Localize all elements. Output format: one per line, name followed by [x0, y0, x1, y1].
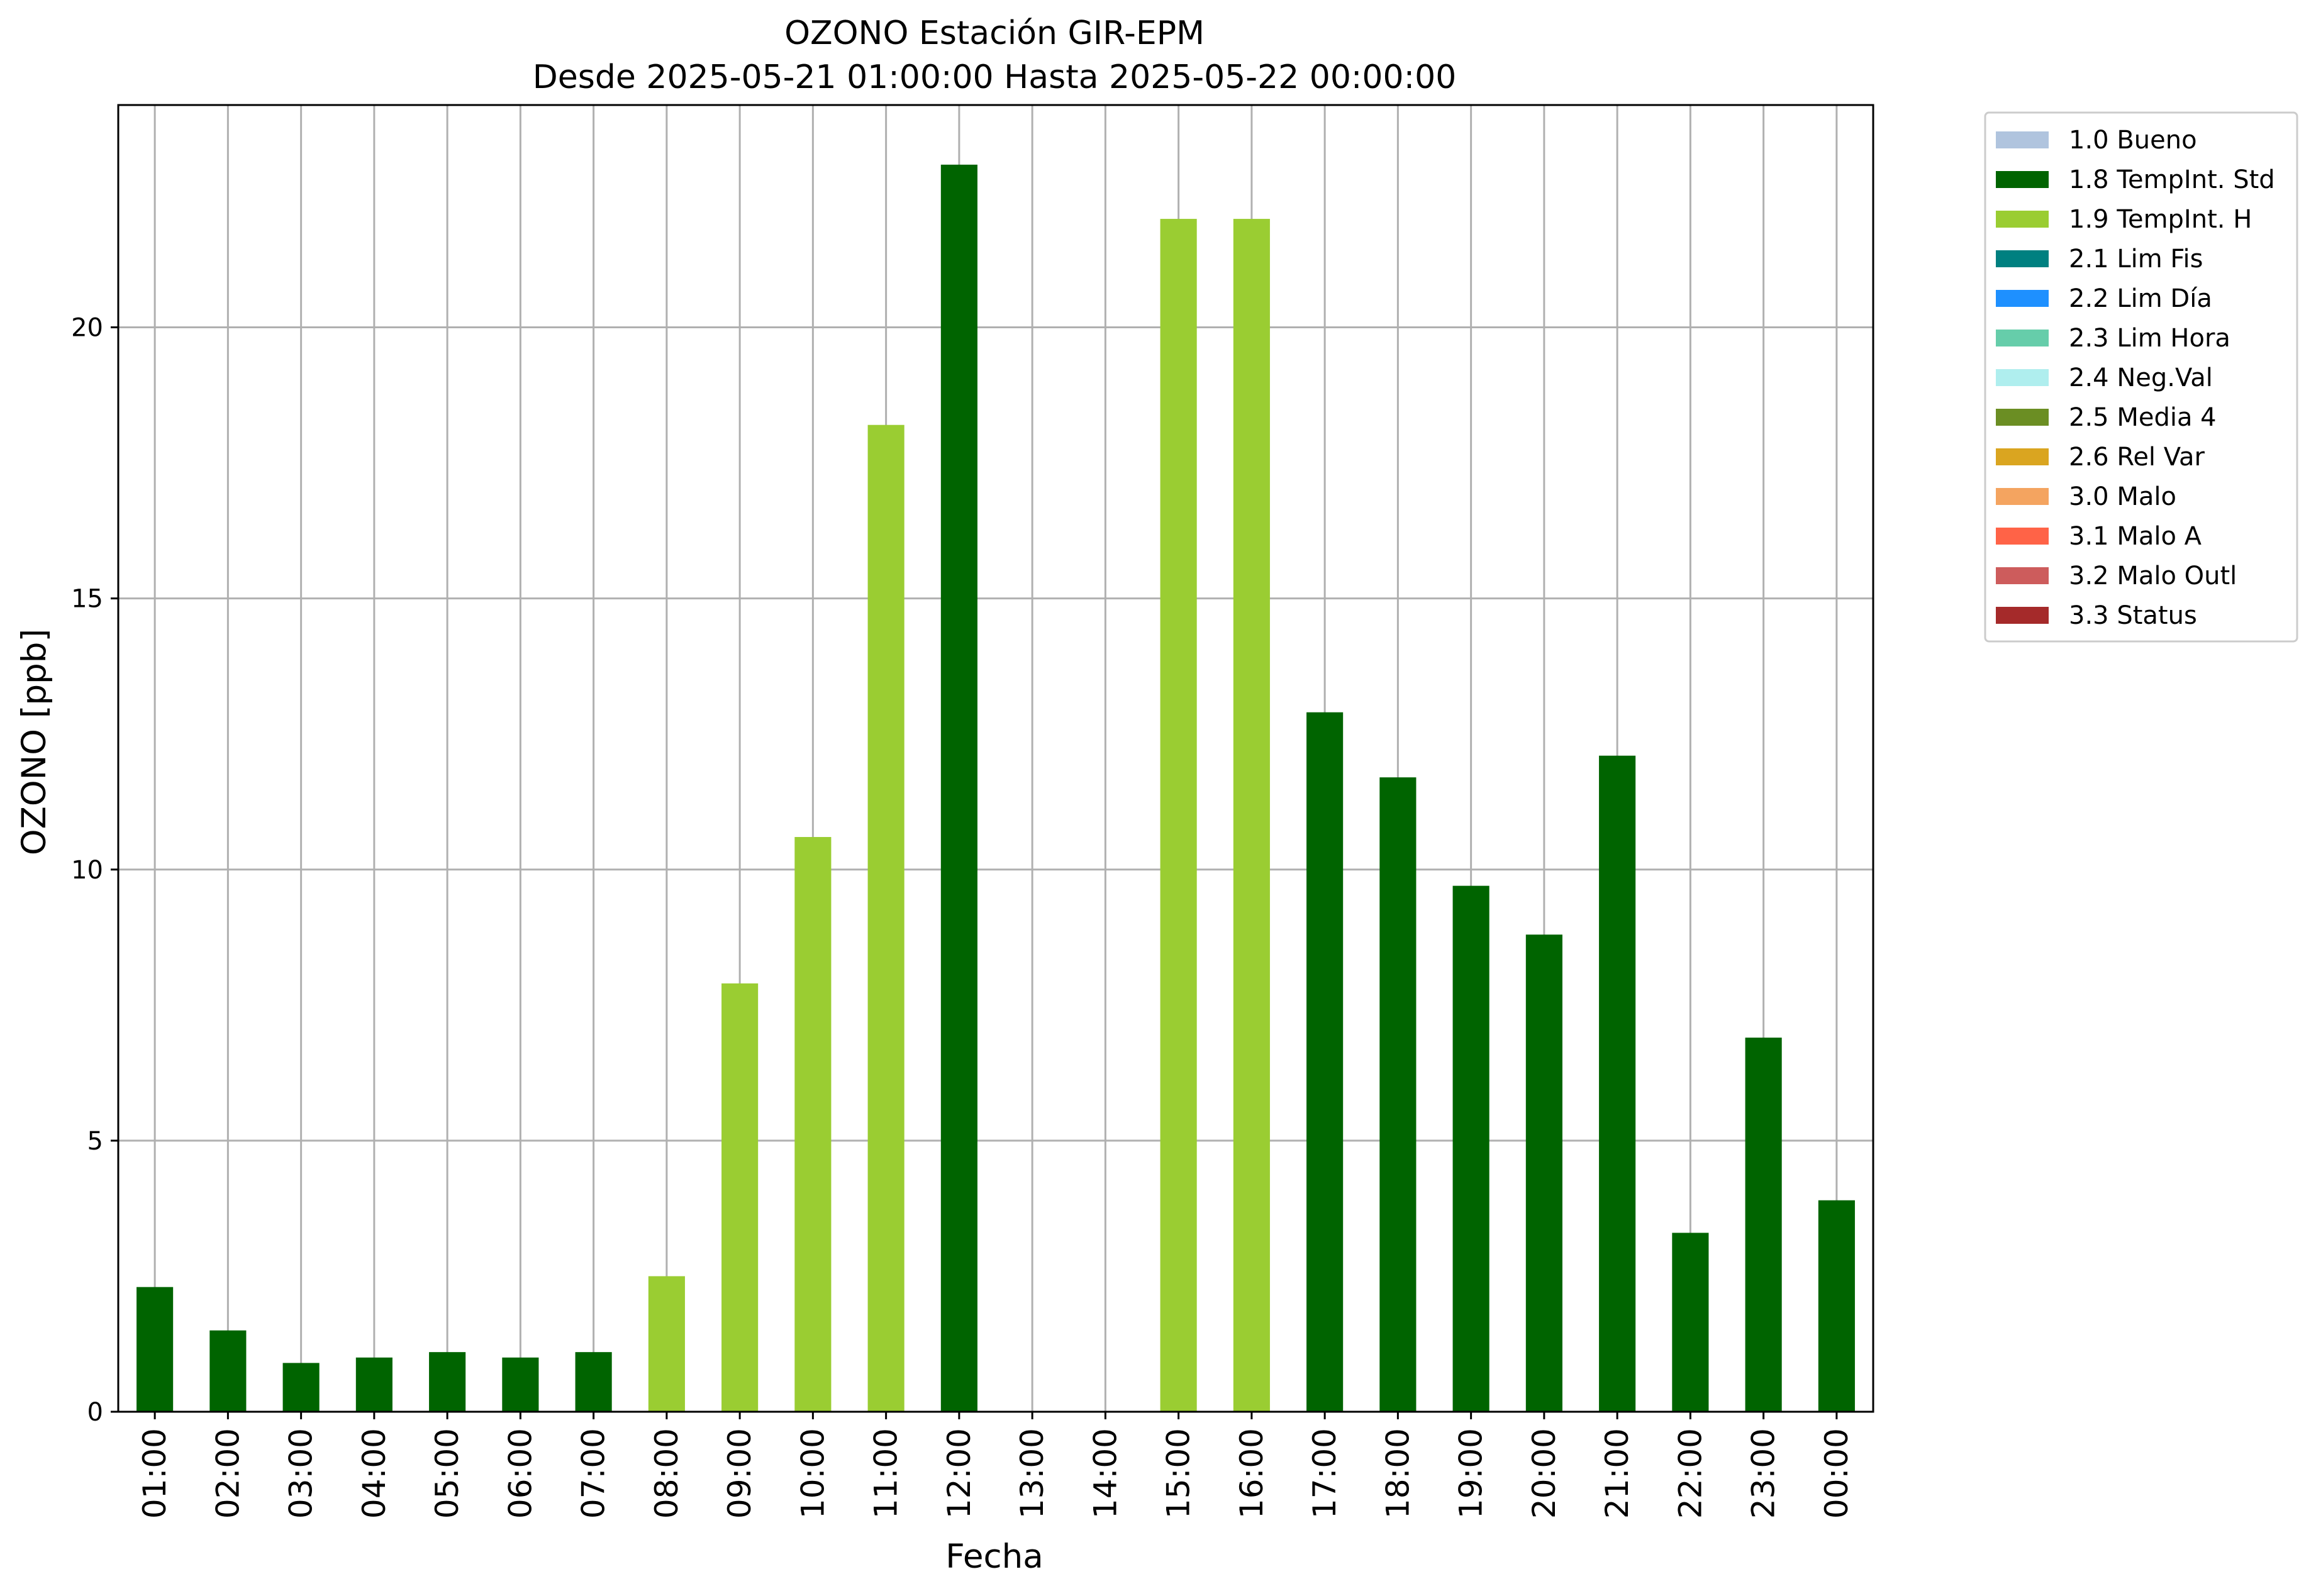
x-tick-label: 18:00: [1379, 1428, 1416, 1519]
x-tick-label: 03:00: [283, 1428, 320, 1519]
bar-1800: [1379, 777, 1417, 1412]
bars: [136, 164, 1855, 1412]
x-tick-label: 14:00: [1087, 1428, 1123, 1519]
bar-1900: [1452, 885, 1489, 1412]
legend-label: 2.6 Rel Var: [2069, 443, 2205, 472]
x-tick-label: 09:00: [721, 1428, 758, 1519]
y-tick-label: 15: [71, 585, 103, 614]
bar-0800: [648, 1276, 685, 1412]
bar-1100: [867, 424, 905, 1412]
legend-swatch: [1996, 369, 2049, 386]
x-axis-label: Fecha: [945, 1538, 1043, 1576]
x-tick-label: 21:00: [1599, 1428, 1635, 1519]
x-tick-label: 20:00: [1526, 1428, 1562, 1519]
bar-0300: [282, 1363, 320, 1412]
legend-label: 2.3 Lim Hora: [2069, 324, 2230, 353]
x-tick-label: 19:00: [1453, 1428, 1489, 1519]
x-tick-label: 16:00: [1233, 1428, 1270, 1519]
axes: 0 5 10 15 20 01:00 02:00 03:00 04:00 05:00 06:00 07…: [71, 104, 1874, 1519]
legend-swatch: [1996, 607, 2049, 624]
legend-label: 3.0 Malo: [2069, 482, 2176, 511]
legend-box: [1984, 111, 2298, 643]
legend-label: 1.8 TempInt. Std: [2069, 165, 2275, 194]
bar-1500: [1160, 219, 1197, 1412]
legend-swatch: [1996, 488, 2049, 505]
legend-swatch: [1996, 290, 2049, 307]
y-tick-label: 5: [87, 1127, 103, 1156]
bar-0900: [721, 983, 759, 1412]
x-tick-label: 08:00: [649, 1428, 685, 1519]
x-tick-label: 01:00: [136, 1428, 173, 1519]
bar-0600: [502, 1357, 539, 1412]
bar-1000: [794, 837, 832, 1412]
y-tick-label: 20: [71, 314, 103, 343]
legend-swatch: [1996, 528, 2049, 545]
bar-2300: [1745, 1038, 1782, 1412]
bar-1700: [1306, 712, 1344, 1412]
bar-1200: [940, 164, 977, 1412]
legend-label: 3.3 Status: [2069, 601, 2197, 630]
bar-1600: [1233, 219, 1270, 1412]
legend-label: 2.4 Neg.Val: [2069, 363, 2213, 392]
x-tick-label: 04:00: [356, 1428, 392, 1519]
legend-swatch: [1996, 211, 2049, 228]
bar-2000: [1525, 934, 1562, 1412]
bar-2200: [1672, 1233, 1709, 1412]
legend-label: 3.1 Malo A: [2069, 522, 2202, 551]
legend: 1.0 Bueno 1.8 TempInt. Std 1.9 TempInt. H 2…: [1984, 111, 2298, 643]
x-tick-label: 06:00: [502, 1428, 538, 1519]
bar-0200: [209, 1330, 247, 1412]
bar-2100: [1599, 755, 1636, 1412]
y-axis-label: OZONO [ppb]: [15, 629, 53, 855]
legend-swatch: [1996, 448, 2049, 465]
chart-title: OZONO Estación GIR-EPM: [784, 14, 1205, 52]
legend-swatch: [1996, 409, 2049, 426]
legend-swatch: [1996, 250, 2049, 267]
legend-label: 3.2 Malo Outl: [2069, 562, 2237, 590]
x-tick-label: 02:00: [209, 1428, 246, 1519]
bar-0100: [136, 1287, 174, 1412]
x-tick-label: 05:00: [429, 1428, 465, 1519]
legend-label: 2.1 Lim Fis: [2069, 245, 2203, 274]
x-tick-label: 17:00: [1306, 1428, 1343, 1519]
x-tick-label: 00:00: [1818, 1428, 1855, 1519]
legend-label: 2.5 Media 4: [2069, 403, 2217, 432]
legend-swatch: [1996, 330, 2049, 346]
legend-label: 1.9 TempInt. H: [2069, 205, 2252, 234]
chart-subtitle: Desde 2025-05-21 01:00:00 Hasta 2025-05-…: [533, 58, 1457, 96]
y-tick-label: 0: [87, 1398, 103, 1427]
bar-0500: [429, 1352, 466, 1412]
legend-swatch: [1996, 171, 2049, 188]
x-tick-label: 22:00: [1672, 1428, 1708, 1519]
x-tick-label: 23:00: [1745, 1428, 1782, 1519]
legend-label: 1.0 Bueno: [2069, 126, 2197, 155]
legend-swatch: [1996, 567, 2049, 584]
legend-swatch: [1996, 131, 2049, 148]
bar-0000: [1818, 1200, 1855, 1412]
x-tick-label: 11:00: [868, 1428, 905, 1519]
bar-0400: [355, 1357, 392, 1412]
x-tick-label: 12:00: [941, 1428, 977, 1519]
x-tick-label: 10:00: [794, 1428, 831, 1519]
y-tick-label: 10: [71, 856, 103, 885]
plot-frame: [117, 104, 1874, 1413]
legend-label: 2.2 Lim Día: [2069, 284, 2212, 313]
x-tick-label: 15:00: [1161, 1428, 1197, 1519]
x-tick-label: 13:00: [1014, 1428, 1050, 1519]
bar-0700: [575, 1352, 612, 1412]
x-tick-label: 07:00: [576, 1428, 612, 1519]
